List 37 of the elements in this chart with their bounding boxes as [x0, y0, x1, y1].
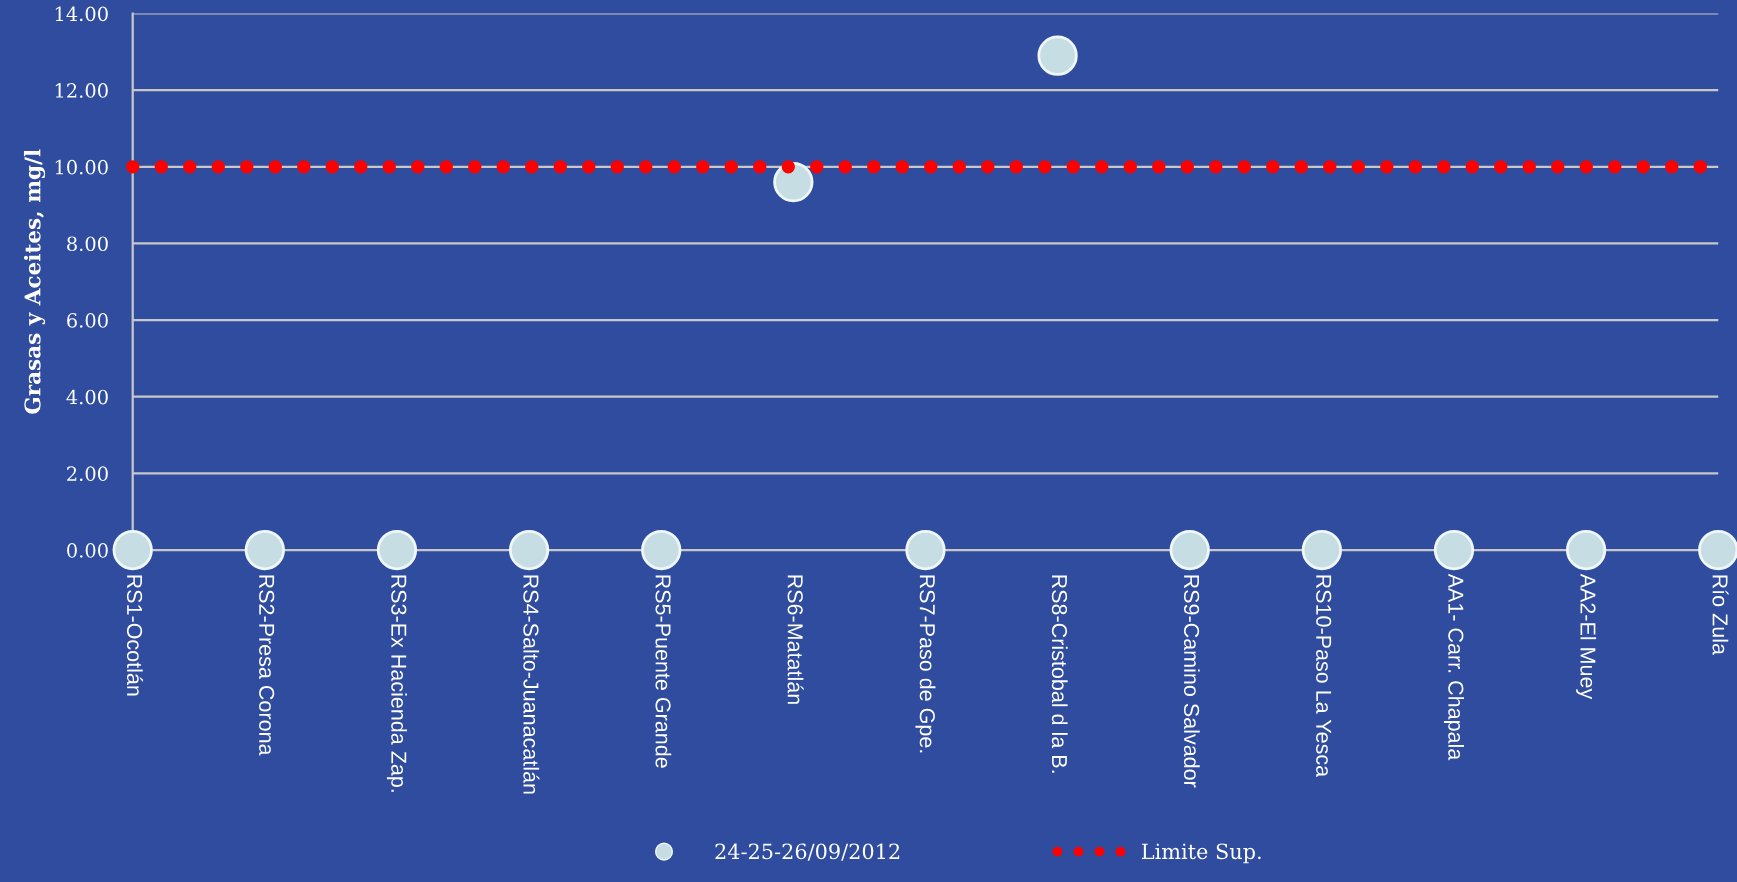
y-tick-label: 2.00 [67, 466, 108, 482]
y-tick-label: 6.00 [67, 313, 108, 328]
point [773, 161, 814, 203]
point [641, 529, 682, 571]
x-tick-label: AA1- Carr. Chapala [1443, 573, 1465, 761]
x-tick-label: RS9-Camino Salvador [1183, 575, 1200, 788]
y-axis-title: Grasas y Aceites, mg/l [23, 149, 46, 414]
x-tick-label: AA2-El Muey [1576, 573, 1597, 700]
point [1037, 35, 1078, 76]
x-tick-label: RS6-Matatlán [787, 575, 804, 704]
y-tick-label: 12.00 [55, 83, 108, 98]
point [1565, 529, 1607, 571]
point [508, 529, 550, 571]
x-tick-label: Río Zula [1712, 575, 1729, 655]
y-tick-label: 14.00 [55, 6, 108, 22]
x-tick-label: RS1-Ocotlán [126, 575, 143, 696]
y-tick-label: 4.00 [66, 389, 108, 405]
x-tick-label: RS10-Paso La Yesca [1316, 575, 1332, 778]
x-tick-label: RS2-Presa Corona [259, 575, 275, 756]
y-tick-label: 8.00 [67, 236, 108, 252]
y-tick-label: 0.00 [67, 542, 108, 558]
point [905, 529, 946, 571]
legend-label: Limite Sup. [1141, 843, 1261, 864]
x-tick-label: RS7-Paso de Gpe. [915, 575, 936, 753]
point [1433, 529, 1475, 571]
x-tick-label: RS3-Ex Hacienda Zap. [386, 575, 407, 792]
point [1169, 529, 1210, 571]
point [376, 529, 418, 571]
x-tick-label: RS8-Cristobal d la B. [1051, 575, 1068, 773]
point [1301, 529, 1342, 571]
legend-label: 24-25-26/09/2012 [715, 843, 900, 861]
x-tick-label: RS5-Puente Grande [655, 575, 672, 768]
y-tick-label: 10.00 [55, 159, 108, 175]
point [112, 529, 153, 571]
point [244, 529, 285, 571]
point [1698, 529, 1737, 571]
x-tick-label: RS4-Salto-Juanacatlán [523, 575, 540, 794]
